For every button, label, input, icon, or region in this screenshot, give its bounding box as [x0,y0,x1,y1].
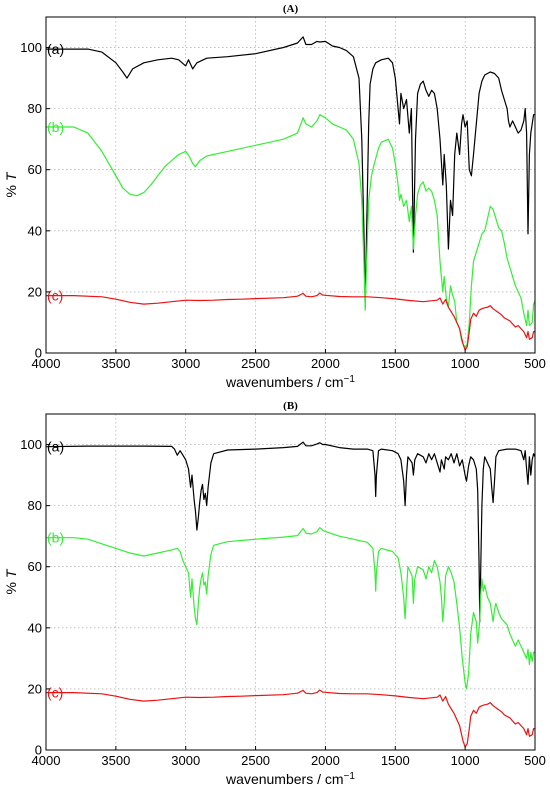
x-tick-label: 1500 [381,753,410,768]
panel-title: (A) [283,3,299,15]
chart-panel-b: (B)(a)(b)(c)4000 3500 3000 2500 2000 1500 1000… [3,400,546,787]
series-label-0: (a) [47,41,64,57]
x-tick-label: 4000 [32,356,61,371]
x-tick-label: 2500 [241,753,270,768]
series-line-0 [46,36,535,308]
x-tick-label: 1500 [381,356,410,371]
series-line-0 [45,441,536,623]
x-tick-label: 3500 [101,753,130,768]
series-label-2: (c) [47,288,63,304]
series-line-2 [46,689,535,748]
series-line-2 [46,292,535,351]
series-label-2: (c) [47,685,63,701]
y-tick-label: 20 [28,681,42,696]
x-tick-label: 3500 [101,356,130,371]
y-tick-label: 60 [28,559,42,574]
y-tick-label: 0 [35,346,42,361]
x-tick-label: 2500 [241,356,270,371]
x-tick-label: 1000 [451,356,480,371]
x-tick-label: 4000 [32,753,61,768]
x-tick-label: 2000 [311,753,340,768]
panel-title: (B) [283,400,298,412]
y-tick-label: 20 [28,284,42,299]
x-tick-label: 2000 [311,356,340,371]
y-tick-label: 0 [35,743,42,758]
series-label-1: (b) [47,530,64,546]
y-tick-label: 40 [28,620,42,635]
x-axis-label: wavenumbers / cm−1 [225,771,355,787]
y-tick-label: 80 [28,101,42,116]
x-tick-label: 500 [524,356,546,371]
x-tick-label: 3000 [171,356,200,371]
series-line-1 [46,526,535,690]
y-tick-label: 100 [20,40,42,55]
series-label-1: (b) [47,119,64,135]
x-tick-label: 3000 [171,753,200,768]
series-label-0: (a) [47,439,64,455]
x-axis-label: wavenumbers / cm−1 [225,374,355,390]
y-tick-label: 100 [20,437,42,452]
x-tick-label: 1000 [451,753,480,768]
x-tick-label: 500 [524,753,546,768]
y-axis-label: % T [3,568,19,594]
y-axis-label: % T [3,171,19,197]
plot-frame [45,16,536,354]
chart-panel-a: (A)(a)(b)(c)4000 3500 3000 2500 2000 1500 1000… [3,3,546,390]
plot-frame [45,413,536,751]
y-tick-label: 80 [28,498,42,513]
y-tick-label: 40 [28,223,42,238]
y-tick-label: 60 [28,162,42,177]
series-line-1 [46,114,536,349]
